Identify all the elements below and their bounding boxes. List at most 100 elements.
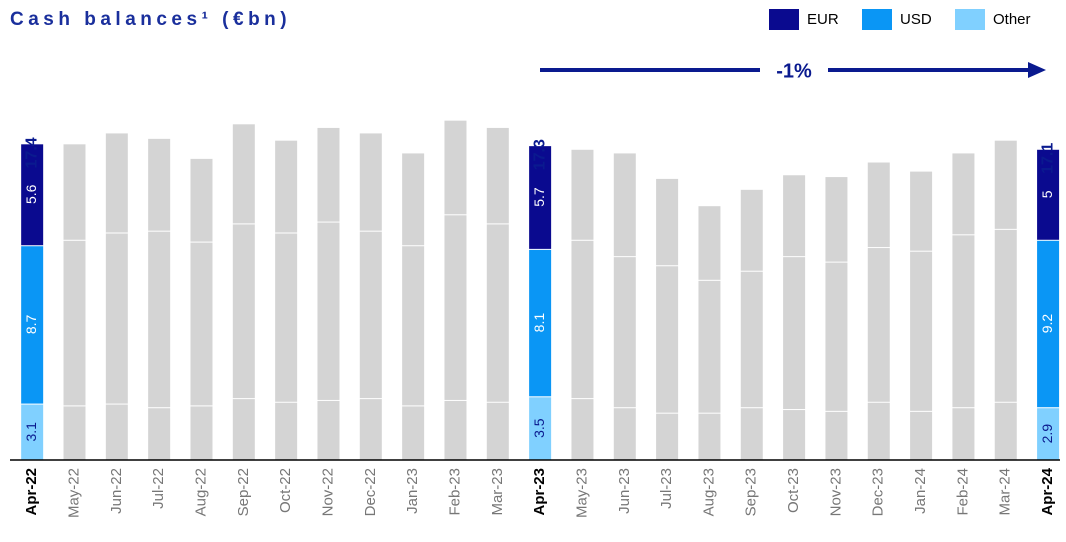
bar-segment <box>910 411 933 460</box>
value-label: 3.5 <box>531 418 547 438</box>
bar-segment <box>698 413 721 460</box>
bar-segment <box>656 266 679 413</box>
bar-segment <box>359 399 382 460</box>
bar-segment <box>952 408 975 460</box>
x-tick-label: Feb-24 <box>954 468 971 516</box>
bar-segment <box>825 177 848 262</box>
bar-segment <box>825 411 848 460</box>
bar-segment <box>698 280 721 413</box>
value-label: 3.1 <box>23 422 39 442</box>
x-tick-label: Jun-23 <box>616 468 633 514</box>
bar-segment <box>402 246 425 406</box>
bar-segment <box>571 399 594 460</box>
bar-segment <box>867 248 890 402</box>
value-label: 2.9 <box>1039 424 1055 444</box>
bar-segment <box>148 408 171 460</box>
bar-segment <box>656 413 679 460</box>
bar-segment <box>571 240 594 399</box>
bar-segment <box>698 206 721 280</box>
x-tick-label: Oct-23 <box>785 468 802 513</box>
bar-segment <box>825 262 848 411</box>
x-tick-label: Jul-22 <box>150 468 167 509</box>
bar-segment <box>529 249 552 397</box>
value-label: 5.7 <box>531 187 547 207</box>
x-tick-label: Dec-22 <box>362 468 379 516</box>
value-label: 8.7 <box>23 314 39 334</box>
bar-segment <box>317 222 340 400</box>
x-tick-label: Sep-22 <box>235 468 252 516</box>
value-label: 5 <box>1039 190 1055 198</box>
bar-segment <box>529 397 552 460</box>
value-label: 8.1 <box>531 313 547 333</box>
bar-segment <box>910 171 933 251</box>
legend-swatch <box>769 9 799 30</box>
bar-segment <box>740 408 763 460</box>
x-tick-label: Apr-24 <box>1039 467 1056 515</box>
x-tick-label: Apr-23 <box>531 468 548 516</box>
total-label: 17.1 <box>1039 143 1056 174</box>
bar-segment <box>444 400 467 460</box>
legend-label: Other <box>993 11 1031 28</box>
bar-segment <box>275 402 298 460</box>
x-tick-label: Feb-23 <box>446 468 463 516</box>
bar-segment <box>148 231 171 408</box>
x-tick-label: Jan-24 <box>912 468 929 514</box>
x-tick-label: May-23 <box>573 468 590 518</box>
value-label: 5.6 <box>23 184 39 204</box>
chart-title: Cash balances¹ (€bn) <box>10 9 291 30</box>
bar-segment <box>994 140 1017 229</box>
annotation-bg <box>760 58 828 84</box>
bar-segment <box>105 404 128 460</box>
bar-segment <box>1037 408 1060 460</box>
x-tick-label: Jul-23 <box>658 468 675 509</box>
bar-segment <box>190 406 213 460</box>
bar-segment <box>1037 149 1060 240</box>
bar-segment <box>317 400 340 460</box>
bar-segment <box>21 144 44 246</box>
bar-segment <box>529 146 552 249</box>
bar-segment <box>232 124 255 224</box>
bar-segment <box>994 229 1017 402</box>
bar-segment <box>275 233 298 402</box>
bar-segment <box>232 224 255 399</box>
bar-segment <box>275 140 298 233</box>
bar-segment <box>63 406 86 460</box>
annotation: -1% <box>776 60 812 82</box>
bar-segment <box>994 402 1017 460</box>
bar-segment <box>740 271 763 408</box>
bar-segment <box>21 246 44 404</box>
bar-segment <box>359 231 382 399</box>
arrow-head <box>1028 62 1046 78</box>
legend-swatch <box>955 9 985 30</box>
x-tick-label: Dec-23 <box>870 468 887 516</box>
bar-segment <box>402 406 425 460</box>
bar-segment <box>444 215 467 400</box>
bar-segment <box>21 404 44 460</box>
x-tick-label: Nov-22 <box>319 468 336 516</box>
legend-label: EUR <box>807 11 839 28</box>
bar-segment <box>105 133 128 233</box>
total-label: 17.4 <box>23 137 40 168</box>
bar-segment <box>613 257 636 408</box>
bar-segment <box>867 162 890 248</box>
x-tick-label: May-22 <box>65 468 82 518</box>
x-tick-label: Nov-23 <box>827 468 844 516</box>
bar-segment <box>486 127 509 224</box>
bar-segment <box>613 408 636 460</box>
x-tick-label: Mar-24 <box>997 468 1014 516</box>
x-tick-label: Sep-23 <box>743 468 760 516</box>
bar-segment <box>486 402 509 460</box>
bar-segment <box>867 402 890 460</box>
bar-segment <box>105 233 128 404</box>
bar-segment <box>359 133 382 231</box>
x-tick-label: Aug-22 <box>192 468 209 516</box>
bar-segment <box>1037 240 1060 408</box>
bar-segment <box>783 410 806 460</box>
bar-segment <box>148 138 171 231</box>
bar-segment <box>317 127 340 222</box>
x-tick-label: Apr-22 <box>23 468 40 516</box>
bar-segment <box>783 175 806 257</box>
bar-segment <box>232 399 255 460</box>
bar-segment <box>571 149 594 240</box>
